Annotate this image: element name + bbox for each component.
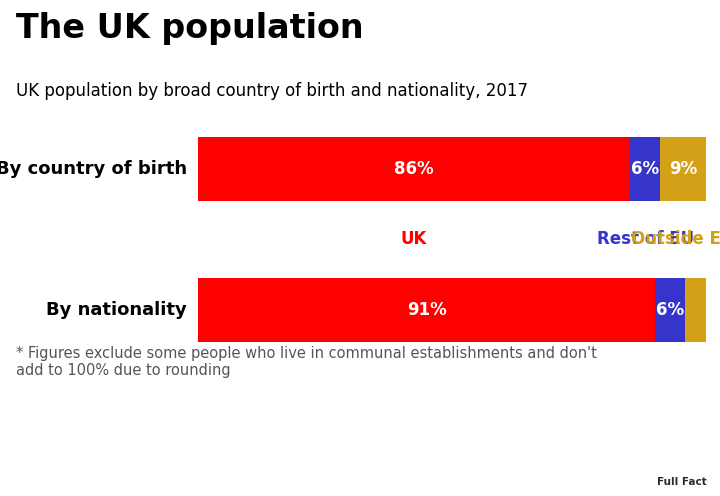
- Text: 6%: 6%: [657, 301, 685, 319]
- Text: Full Fact: Full Fact: [657, 477, 707, 487]
- Text: By nationality: By nationality: [47, 301, 187, 319]
- Text: 9%: 9%: [669, 160, 697, 178]
- Text: UK population by broad country of birth and nationality, 2017: UK population by broad country of birth …: [16, 82, 528, 100]
- Text: Rest of EU: Rest of EU: [597, 230, 694, 248]
- Text: ONS, Population of the UK by country of birth and nationality, July 2017
to June: ONS, Population of the UK by country of …: [83, 434, 611, 466]
- Text: Outside EU: Outside EU: [631, 230, 720, 248]
- FancyBboxPatch shape: [198, 278, 655, 342]
- FancyBboxPatch shape: [655, 278, 685, 342]
- Polygon shape: [630, 409, 720, 496]
- Text: UK: UK: [401, 230, 427, 248]
- Text: The UK population: The UK population: [16, 12, 364, 45]
- Text: 86%: 86%: [395, 160, 434, 178]
- Text: 6%: 6%: [631, 160, 660, 178]
- Text: 91%: 91%: [407, 301, 446, 319]
- Text: Source:: Source:: [16, 434, 78, 448]
- Text: * Figures exclude some people who live in communal establishments and don't
add : * Figures exclude some people who live i…: [16, 346, 597, 378]
- Text: By country of birth: By country of birth: [0, 160, 187, 178]
- FancyBboxPatch shape: [198, 137, 630, 200]
- FancyBboxPatch shape: [660, 137, 706, 200]
- FancyBboxPatch shape: [685, 278, 706, 342]
- FancyBboxPatch shape: [630, 137, 660, 200]
